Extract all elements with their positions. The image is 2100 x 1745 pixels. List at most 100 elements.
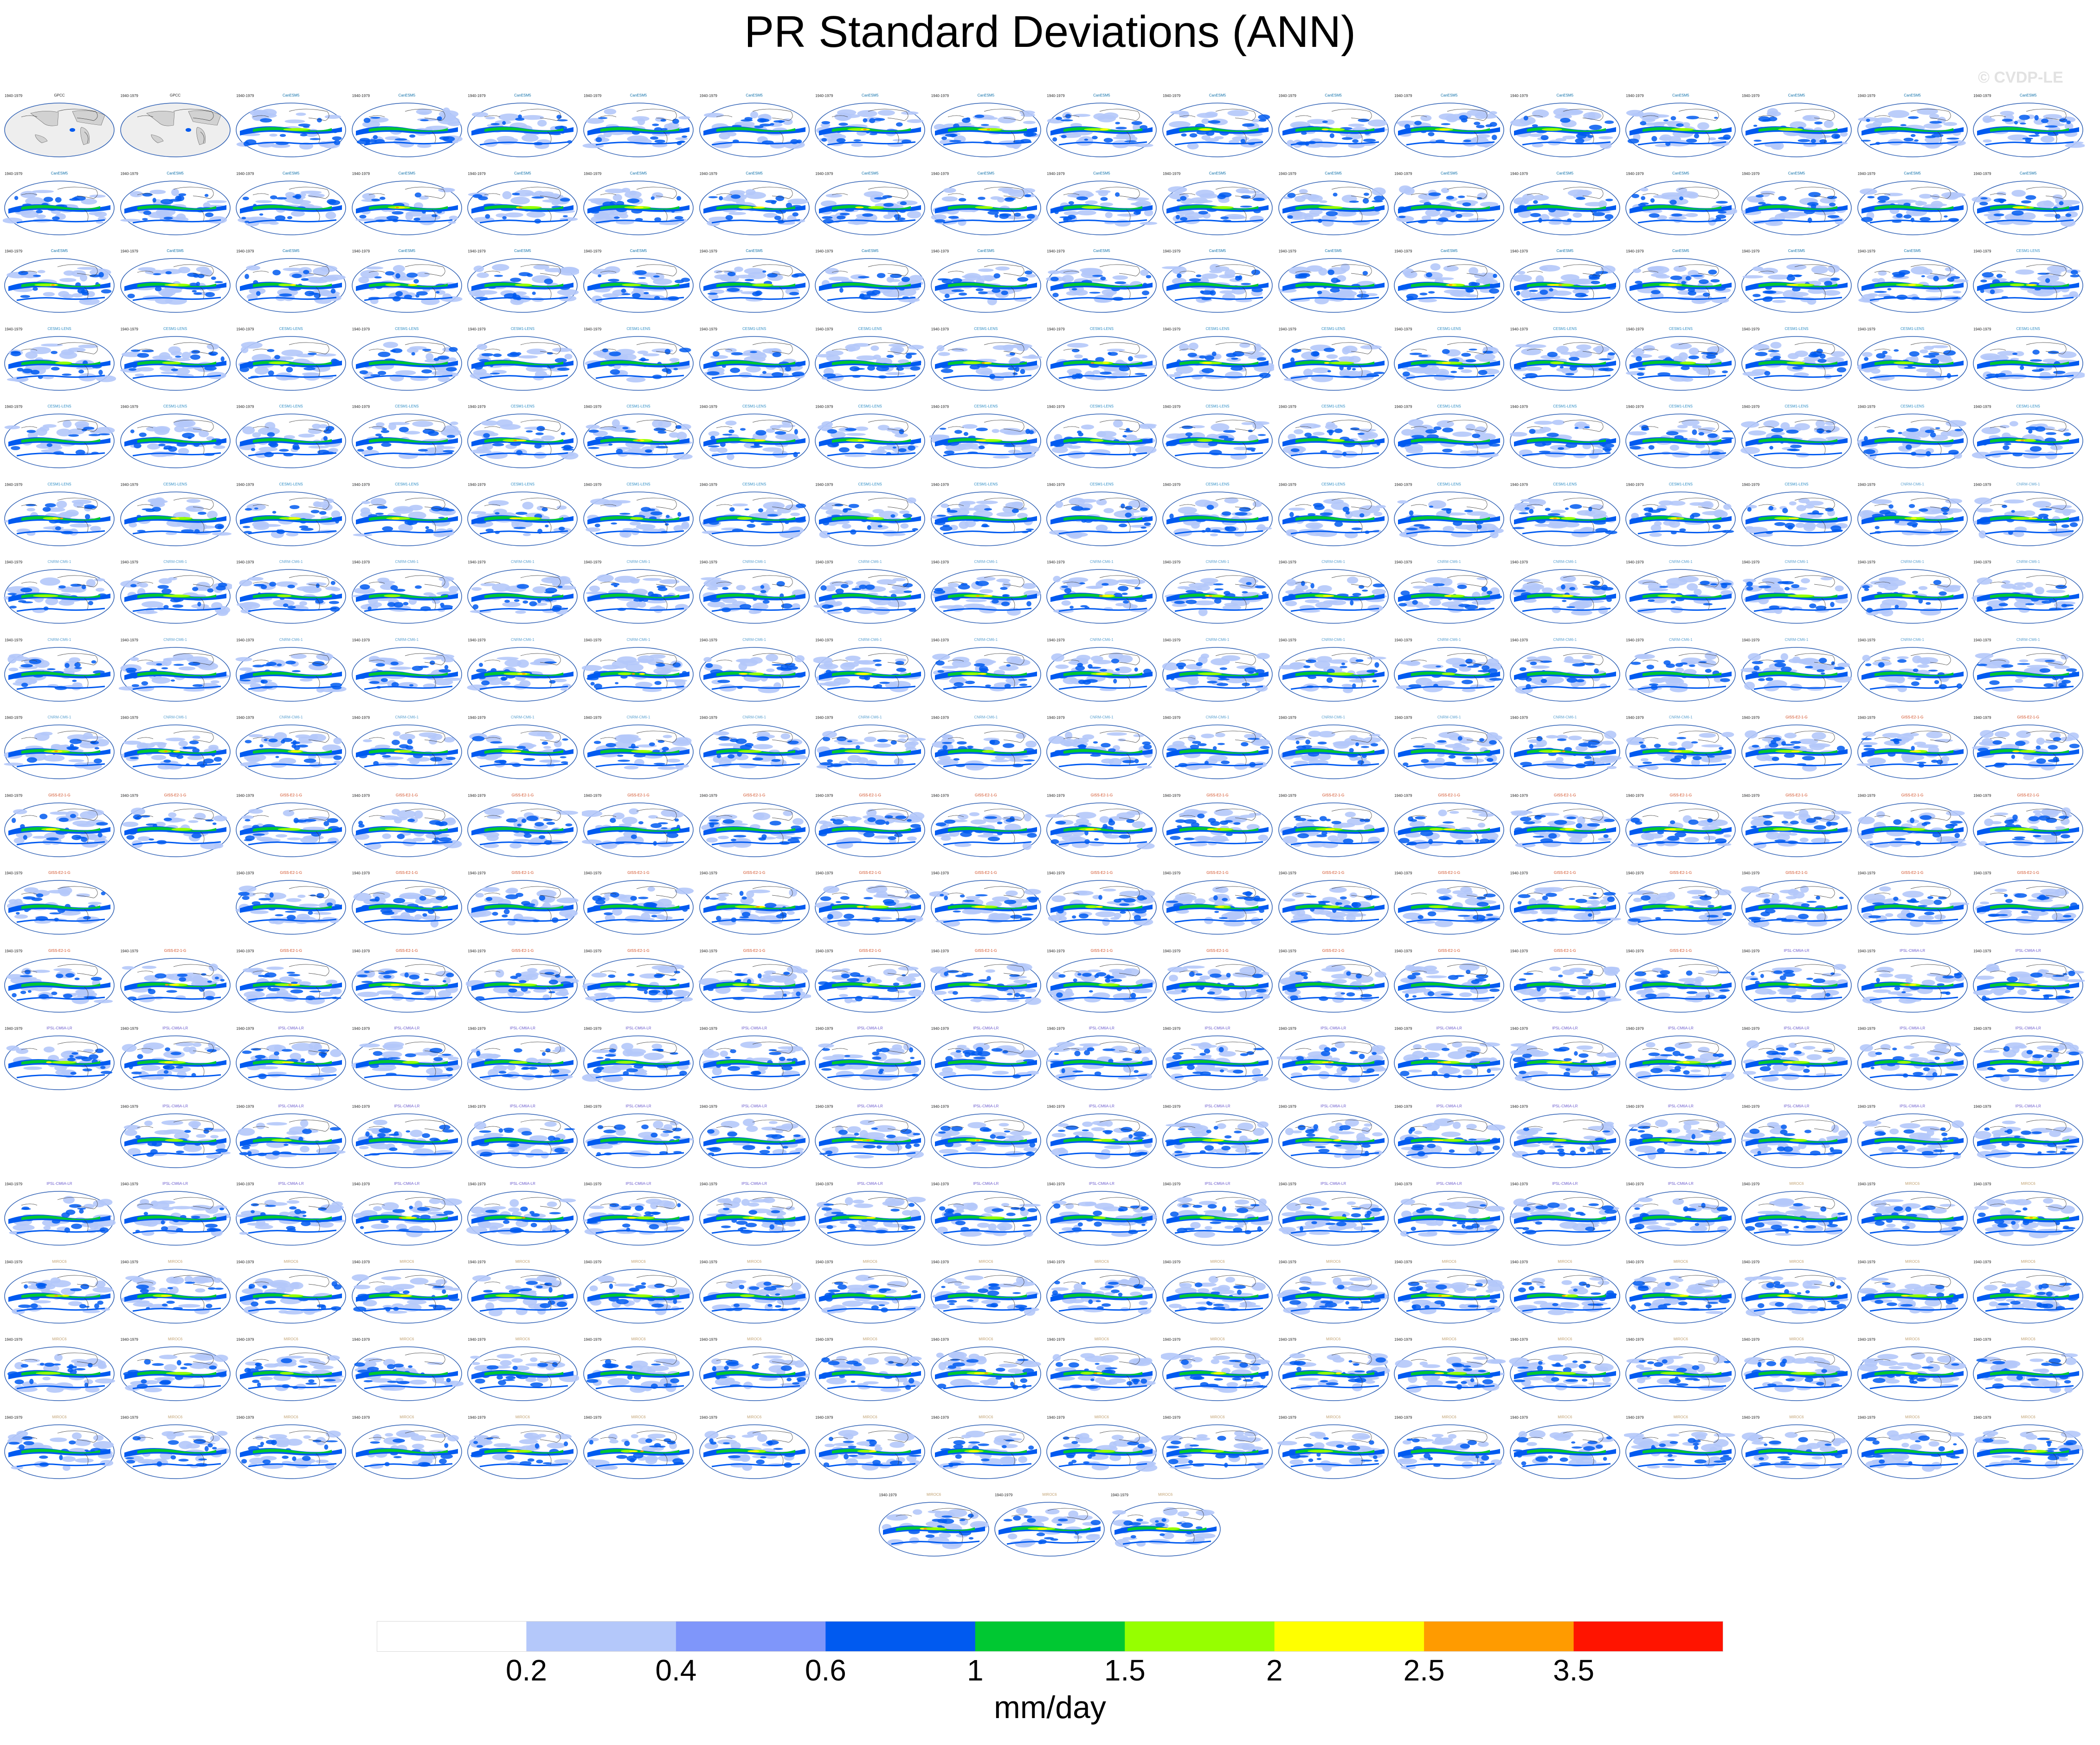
map-plot: [582, 103, 694, 157]
precip-blob: [1117, 213, 1138, 217]
model-panel: 1940-1979 CanESM5: [1161, 171, 1274, 236]
model-panel: 1940-1979 CNRM-CM6-1: [1856, 482, 1969, 547]
precip-blob: [728, 429, 734, 433]
precip-blob: [938, 352, 950, 356]
storm-track: [1985, 219, 2074, 223]
model-panel: 1940-1979 CESM1-LENS: [1508, 326, 1622, 391]
precip-blob: [855, 427, 869, 431]
coastline: [1100, 342, 1140, 354]
panel-model-name: CESM1-LENS: [1668, 482, 1693, 486]
precip-blob: [1450, 370, 1457, 373]
precip-blob: [675, 137, 688, 141]
precip-blob: [984, 508, 992, 511]
precip-blob: [160, 199, 173, 204]
precip-blob: [739, 372, 752, 378]
precip-blob: [838, 123, 848, 126]
precip-blob: [1135, 446, 1157, 454]
map-plot: [583, 491, 694, 546]
precip-blob: [88, 434, 101, 436]
precip-blob: [1519, 116, 1536, 125]
precip-blob: [1460, 450, 1470, 454]
precip-blob: [1206, 504, 1214, 510]
precip-blob: [1327, 269, 1334, 275]
precip-blob: [1630, 446, 1642, 450]
precip-blob: [745, 189, 756, 195]
precip-blob: [1532, 124, 1538, 127]
panel-years: 1940-1979: [1742, 327, 1760, 331]
precip-blob: [526, 430, 533, 433]
tropical-max: [513, 439, 517, 441]
model-panel: 1940-1979 CESM1-LENS: [813, 404, 927, 469]
model-panel: 1940-1979 CanESM5: [1740, 171, 1853, 236]
precip-blob: [939, 427, 947, 430]
precip-blob: [490, 123, 500, 125]
precip-blob: [1804, 115, 1812, 120]
precip-blob: [1713, 524, 1721, 529]
precip-blob: [882, 195, 893, 198]
model-panel: 1940-1979 CanESM5: [1508, 248, 1622, 313]
tropical-max: [1786, 284, 1798, 286]
tropical-max: [1676, 517, 1681, 519]
coastline: [1910, 109, 1951, 121]
map-plot: [236, 180, 346, 235]
precip-blob: [823, 132, 843, 138]
precip-blob: [1166, 374, 1181, 377]
precip-blob: [405, 211, 426, 217]
model-panel: 1940-1979 CESM1-LENS: [119, 404, 232, 469]
page-title: PR Standard Deviations (ANN): [744, 7, 1356, 57]
precip-blob: [634, 270, 647, 275]
precip-blob: [790, 512, 800, 516]
precip-blob: [1222, 511, 1231, 516]
precip-blob: [594, 523, 600, 527]
precip-blob: [541, 507, 548, 511]
coastline: [484, 193, 552, 221]
precip-blob: [244, 220, 250, 223]
precip-blob: [1676, 187, 1688, 193]
model-panel: 1940-1979 CanESM5: [350, 93, 464, 158]
precip-blob: [1813, 135, 1832, 138]
precip-blob: [1170, 110, 1189, 115]
precip-blob: [1413, 425, 1429, 430]
precip-blob: [1862, 352, 1873, 357]
tropical-max: [170, 517, 180, 519]
precip-blob: [1628, 138, 1639, 144]
precip-blob: [375, 422, 385, 427]
map-plot: [1857, 103, 1968, 157]
precip-blob: [98, 272, 104, 278]
precip-blob: [1236, 187, 1250, 194]
precip-blob: [1930, 200, 1943, 208]
precip-blob: [1913, 139, 1919, 142]
precip-blob: [1637, 372, 1644, 376]
precip-blob: [1748, 199, 1765, 203]
precip-blob: [1201, 273, 1218, 279]
model-panel: 1940-1979 CESM1-LENS: [1856, 326, 1969, 391]
precip-blob: [1948, 192, 1965, 197]
panel-model-name: CanESM5: [861, 171, 879, 175]
panel-model-name: CanESM5: [398, 93, 416, 97]
tropical-band-core: [253, 205, 332, 210]
precip-blob: [2047, 119, 2061, 127]
panel-model-name: CanESM5: [1904, 171, 1921, 175]
panel-years: 1940-1979: [815, 171, 833, 176]
storm-track: [1869, 219, 1958, 223]
panel-model-name: CESM1-LENS: [1089, 326, 1114, 331]
precip-blob: [1309, 524, 1321, 528]
tropical-max: [519, 206, 523, 208]
panel-model-name: CanESM5: [746, 249, 763, 253]
precip-blob: [1299, 423, 1319, 429]
precip-blob: [1590, 504, 1604, 510]
model-panel: 1940-1979 CESM1-LENS: [929, 482, 1043, 547]
coastline: [1063, 115, 1131, 143]
precip-blob: [1701, 352, 1713, 354]
precip-blob: [1452, 431, 1472, 437]
precip-blob: [1520, 290, 1532, 298]
precip-blob: [171, 368, 178, 371]
precip-blob: [940, 368, 953, 373]
precip-blob: [512, 192, 520, 195]
precip-blob: [676, 195, 682, 200]
precip-blob: [382, 526, 393, 531]
coastline: [1179, 115, 1247, 143]
precip-blob: [1246, 447, 1256, 451]
panel-model-name: CESM1-LENS: [279, 482, 303, 486]
precip-blob: [1078, 432, 1084, 437]
